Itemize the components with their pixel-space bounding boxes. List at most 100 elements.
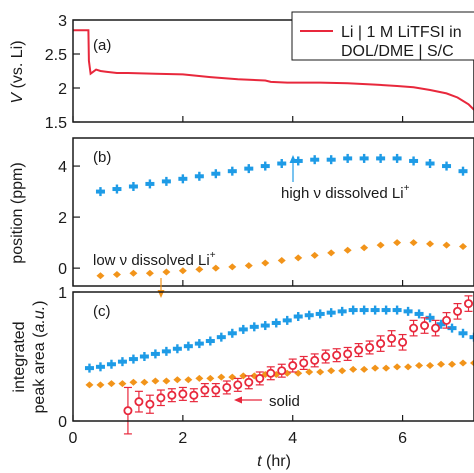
x-axis-label-rest: (hr): [262, 453, 291, 470]
low-nu-point: [162, 268, 171, 276]
panel-c-label: (c): [93, 303, 111, 320]
low-nu-point: [96, 272, 105, 280]
panel-c-y-axis-label-line1: integrated: [11, 321, 28, 392]
high-nu-point: [194, 171, 204, 181]
y-tick-label: 4: [58, 159, 67, 176]
high-nu-area-point-v: [220, 332, 223, 342]
solid-point: [343, 349, 353, 359]
low-nu-area-point: [129, 378, 138, 386]
solid-point: [453, 306, 463, 316]
high-nu-area-point: [348, 305, 358, 315]
high-nu-area-point: [117, 357, 127, 367]
low-nu-area-point: [250, 372, 259, 380]
panel-c-marks: [84, 295, 474, 435]
legend-entry-line1: Li | 1 M LiTFSI in: [341, 24, 462, 41]
x-tick-label: 6: [398, 430, 407, 447]
panel-a-y-axis-label-rest: (vs. Li): [9, 40, 26, 92]
high-nu-area-point-v: [340, 306, 344, 316]
annotation-high-nu-main: high ν dissolved Li: [281, 185, 404, 202]
solid-point: [178, 389, 188, 399]
y-tick-label: 0: [58, 261, 67, 278]
solid-point: [123, 406, 133, 416]
panel-a-y-axis-label: V (vs. Li): [9, 40, 26, 103]
high-nu-point-v: [181, 174, 185, 184]
high-nu-point: [293, 156, 303, 166]
low-nu-point: [129, 269, 138, 277]
high-nu-area-point: [414, 309, 424, 319]
low-nu-area-point: [85, 381, 94, 389]
annotation-low-nu-arrowhead: [157, 290, 165, 298]
panel-b-y-axis-label: position (ppm): [9, 162, 26, 263]
high-nu-area-point-v: [329, 308, 333, 318]
low-nu-area-point: [360, 365, 369, 373]
legend-box: [291, 11, 474, 61]
high-nu-point: [227, 166, 237, 176]
low-nu-area-point: [151, 377, 160, 385]
high-nu-area-point-h: [469, 335, 474, 340]
high-nu-area-point-v: [121, 357, 124, 367]
solid-point: [464, 299, 474, 309]
high-nu-point: [409, 156, 419, 166]
low-nu-area-point: [470, 359, 474, 367]
solid-point: [398, 337, 408, 347]
high-nu-area-point: [194, 339, 204, 349]
low-nu-point: [261, 259, 270, 267]
solid-point: [167, 390, 177, 400]
panel-a-label: (a): [93, 37, 111, 54]
high-nu-area-point-v: [110, 359, 113, 369]
high-nu-area-point-v: [198, 339, 201, 349]
high-nu-point: [343, 153, 353, 163]
high-nu-point-v: [461, 166, 465, 176]
low-nu-point: [145, 269, 154, 277]
low-nu-point: [343, 246, 352, 254]
solid-point: [299, 358, 309, 368]
panel-c-y-axis-label-line2: peak area (a.u.): [31, 301, 48, 414]
panel-a-x-ticks: [72, 116, 404, 122]
high-nu-point: [128, 181, 138, 191]
high-nu-point-v: [297, 156, 300, 166]
high-nu-point-v: [99, 187, 102, 197]
solid-point: [332, 350, 342, 360]
y-tick-label: 1.5: [45, 115, 67, 132]
solid-point: [442, 315, 452, 325]
x-tick-label: 2: [178, 430, 187, 447]
high-nu-area-point-v: [286, 315, 289, 325]
high-nu-area-point-v: [231, 328, 234, 338]
panel-a-y-axis-label-italic: V: [9, 92, 26, 104]
high-nu-area-point: [183, 341, 193, 351]
high-nu-area-point-v: [88, 363, 91, 373]
x-axis-label-italic: t: [257, 453, 262, 470]
annotation-solid-text: solid: [269, 393, 300, 410]
panel-c-y-axis-label-pre: peak area (: [31, 332, 48, 414]
legend: Li | 1 M LiTFSI in DOL/DME | S/C: [291, 11, 474, 61]
high-nu-point-v: [412, 156, 415, 166]
annotation-solid: solid: [234, 393, 300, 410]
low-nu-area-point: [206, 374, 215, 382]
high-nu-area-point-v: [187, 341, 190, 351]
annotation-high-nu-sup: +: [404, 183, 410, 194]
solid-point: [387, 333, 397, 343]
solid-point: [244, 377, 254, 387]
low-nu-point: [211, 264, 220, 272]
low-nu-point: [459, 242, 468, 250]
low-nu-point: [195, 265, 204, 273]
high-nu-area-point-v: [450, 323, 454, 333]
high-nu-area-point-v: [264, 321, 267, 331]
low-nu-point: [277, 256, 286, 264]
solid-point: [277, 366, 287, 376]
high-nu-area-point: [304, 310, 314, 320]
low-nu-area-point: [349, 365, 358, 373]
high-nu-area-point-v: [428, 313, 432, 323]
y-tick-label: 1: [58, 285, 67, 302]
panel-b-frame: [72, 137, 474, 287]
panel-c-y-axis-label-post: ): [31, 301, 48, 306]
panel-c-y-axis-label-italic: a.u.: [31, 306, 48, 333]
low-nu-area-point: [96, 381, 105, 389]
high-nu-area-point: [403, 306, 413, 316]
low-nu-point: [178, 267, 187, 275]
x-tick-label: 0: [69, 430, 78, 447]
legend-entry-line2: DOL/DME | S/C: [341, 43, 454, 60]
low-nu-point: [442, 241, 451, 249]
panel-a-frame: [72, 19, 474, 123]
